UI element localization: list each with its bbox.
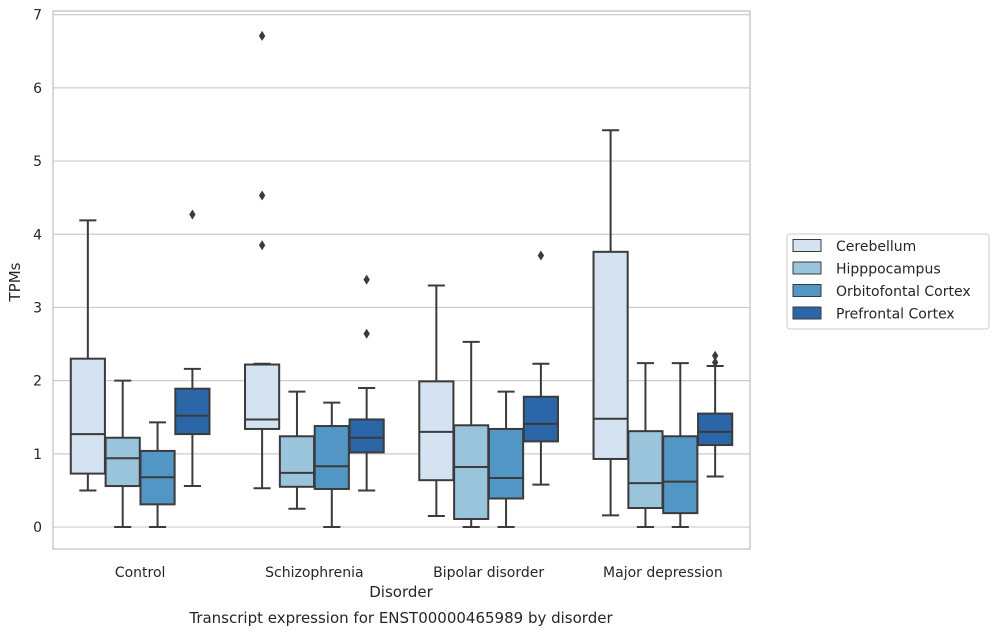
box-body: [104, 436, 141, 488]
box-body: [453, 424, 490, 520]
x-tick-label: Major depression: [603, 565, 723, 581]
box-body: [592, 250, 629, 460]
box-group: [174, 209, 211, 488]
y-tick-label: 4: [33, 227, 42, 243]
box-body: [69, 357, 106, 475]
legend-label: Prefrontal Cortex: [836, 307, 955, 323]
box-body: [313, 425, 350, 490]
outlier-marker: [189, 209, 196, 220]
outlier-marker: [537, 250, 545, 261]
box-body: [487, 427, 525, 500]
outlier-marker: [711, 357, 719, 368]
box-group: [104, 379, 141, 529]
box-body: [348, 418, 385, 454]
box-body: [662, 435, 699, 515]
y-tick-label: 3: [33, 300, 42, 316]
boxes: [69, 30, 734, 529]
plot-frame: [52, 10, 751, 550]
box-group: [278, 390, 316, 510]
x-tick-label: Control: [115, 565, 166, 581]
y-tick-label: 0: [33, 520, 42, 536]
legend-swatch: [792, 261, 822, 275]
legend-swatch: [792, 284, 822, 297]
legend-frame: [786, 233, 990, 330]
box-group: [662, 362, 699, 529]
outlier-marker: [258, 190, 266, 201]
legend-label: Cerebellum: [836, 239, 916, 255]
y-tick-label: 1: [33, 447, 42, 463]
y-tick-label: 7: [33, 8, 42, 24]
box-group: [697, 350, 734, 478]
legend-swatch: [792, 239, 822, 252]
legend: Cerebellum Hipppocampus Orbitofontal Corte…: [786, 233, 990, 330]
x-tick-label: Schizophrenia: [265, 565, 363, 581]
box-body: [522, 395, 559, 443]
outlier-marker: [258, 240, 266, 251]
box-group: [592, 129, 629, 517]
legend-swatch: [792, 306, 822, 320]
y-axis-ticks: 0 1 2 3 4 5 6 7: [33, 8, 42, 536]
y-tick-label: 5: [33, 154, 42, 170]
box-body: [627, 430, 664, 510]
outlier-marker: [363, 274, 370, 285]
box-body: [174, 387, 211, 436]
box-body: [418, 380, 455, 482]
box-body: [697, 412, 734, 447]
outlier-marker: [258, 30, 266, 41]
y-axis-label: TPMs: [6, 262, 24, 302]
outlier-marker: [363, 328, 370, 339]
box-group: [522, 250, 559, 486]
chart-title: Transcript expression for ENST0000046598…: [188, 609, 613, 627]
x-axis-label: Disorder: [369, 583, 433, 601]
box-group: [139, 421, 176, 529]
box-group: [627, 362, 664, 529]
box-group: [348, 274, 385, 492]
box-group: [69, 219, 106, 492]
box-body: [244, 363, 281, 430]
x-tick-label: Bipolar disorder: [433, 565, 544, 581]
legend-label: Hipppocampus: [836, 262, 941, 278]
legend-label: Orbitofontal Cortex: [836, 284, 971, 300]
box-group: [244, 30, 281, 490]
outlier-marker: [711, 350, 719, 361]
box-group: [313, 401, 350, 529]
box-group: [487, 390, 525, 529]
x-axis-ticks: Control Schizophrenia Bipolar disorder Majo…: [115, 565, 723, 581]
box-body: [278, 435, 316, 488]
y-tick-label: 6: [33, 81, 42, 97]
y-tick-label: 2: [33, 374, 42, 390]
